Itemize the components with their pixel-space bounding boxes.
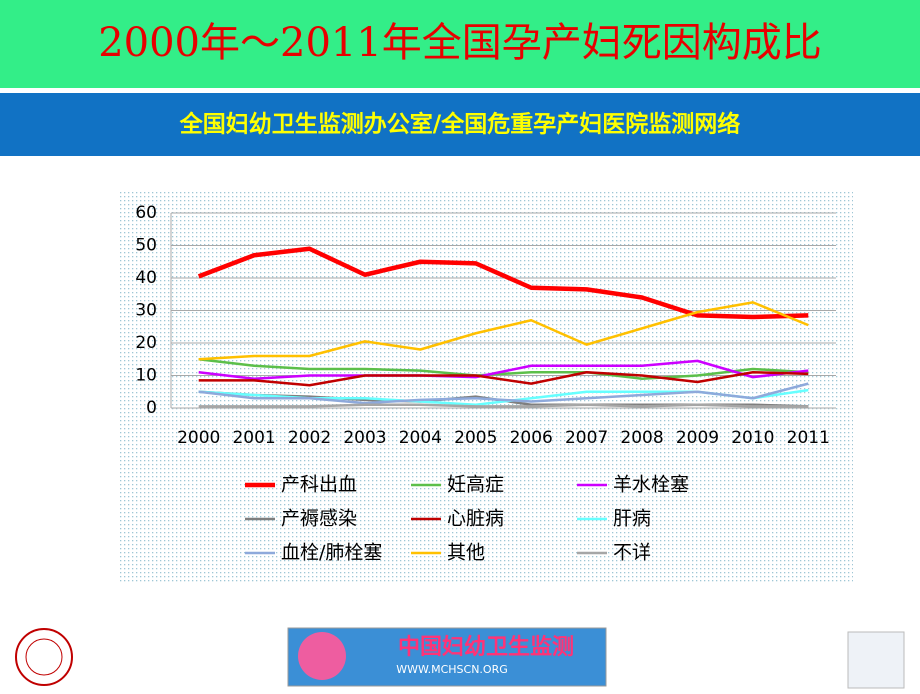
x-tick-label: 2005 — [454, 428, 497, 448]
y-tick-label: 60 — [135, 203, 157, 223]
x-tick-label: 2009 — [676, 428, 719, 448]
footer-logos: 中国妇幼卫生监测 WWW.MCHSCN.ORG — [15, 627, 905, 689]
y-tick-label: 20 — [135, 333, 157, 353]
series-line — [198, 382, 809, 405]
legend-label: 不详 — [613, 542, 651, 564]
legend-label: 羊水栓塞 — [613, 474, 689, 496]
chart-area — [120, 192, 853, 582]
x-tick-label: 2006 — [510, 428, 553, 448]
legend-label: 产褥感染 — [281, 508, 357, 530]
y-tick-label: 10 — [135, 366, 157, 386]
x-tick-label: 2004 — [399, 428, 442, 448]
legend-label: 产科出血 — [281, 474, 357, 496]
x-tick-label: 2011 — [787, 428, 830, 448]
y-tick-label: 0 — [146, 398, 157, 418]
legend-label: 血栓/肺栓塞 — [281, 542, 382, 564]
legend-label: 肝病 — [613, 508, 651, 530]
subtitle-band — [0, 93, 920, 156]
logo-url: WWW.MCHSCN.ORG — [396, 663, 508, 676]
legend-label: 心脏病 — [447, 508, 504, 530]
x-tick-label: 2000 — [177, 428, 220, 448]
chart: 0 10 20 30 40 50 60 2000 2001 2002 2003 2004 2005 200… — [135, 203, 836, 564]
series-line — [198, 371, 809, 387]
x-tick-label: 2003 — [343, 428, 386, 448]
slide-title: 2000年～2011年全国孕产妇死因构成比 — [98, 20, 822, 66]
title-band — [0, 0, 920, 88]
x-tick-label: 2002 — [288, 428, 331, 448]
y-tick-label: 50 — [135, 236, 157, 256]
series-line — [197, 246, 809, 320]
y-tick-label: 40 — [135, 268, 157, 288]
slide-subtitle: 全国妇幼卫生监测办公室/全国危重孕产妇医院监测网络 — [179, 111, 740, 138]
series-line — [198, 301, 809, 361]
logo-text: 中国妇幼卫生监测 — [398, 634, 574, 660]
series-line — [198, 359, 809, 380]
legend-label: 其他 — [447, 542, 485, 564]
x-tick-label: 2007 — [565, 428, 608, 448]
series-line — [198, 358, 809, 380]
x-tick-label: 2010 — [731, 428, 774, 448]
x-tick-label: 2008 — [620, 428, 663, 448]
legend-label: 妊高症 — [447, 474, 504, 496]
series-line — [198, 403, 809, 408]
y-tick-label: 30 — [135, 301, 157, 321]
x-tick-label: 2001 — [232, 428, 275, 448]
